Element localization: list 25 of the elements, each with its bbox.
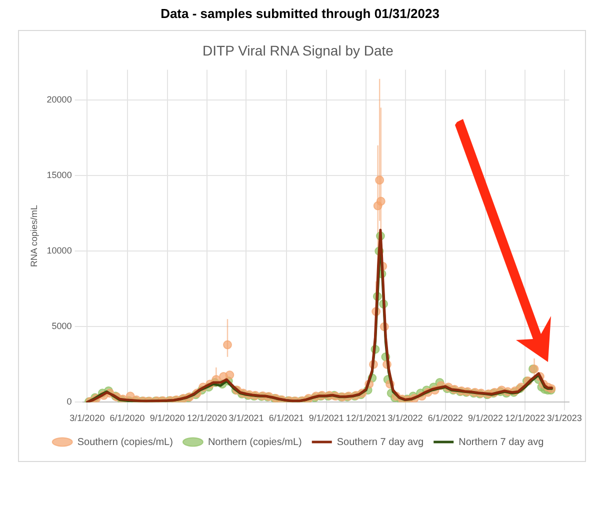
- x-tick-label: 9/1/2021: [308, 413, 344, 424]
- x-tick-label: 6/1/2022: [428, 413, 463, 424]
- legend-label: Southern 7 day avg: [336, 436, 424, 448]
- y-tick-label: 0: [66, 396, 72, 407]
- chart-title: Data - samples submitted through 01/31/2023: [160, 6, 440, 21]
- x-tick-label: 3/1/2023: [546, 413, 582, 424]
- y-tick-label: 20000: [46, 94, 72, 105]
- x-tick-label: 12/1/2022: [505, 413, 546, 424]
- y-tick-label: 5000: [52, 321, 72, 332]
- x-tick-label: 9/1/2020: [150, 413, 185, 424]
- x-tick-label: 3/1/2021: [228, 413, 264, 424]
- y-tick-label: 15000: [46, 170, 72, 180]
- legend-label: Southern (copies/mL): [77, 436, 173, 448]
- x-tick-label: 6/1/2020: [110, 413, 145, 424]
- x-tick-label: 12/1/2021: [346, 413, 386, 424]
- legend-label: Northern 7 day avg: [458, 436, 544, 448]
- x-tick-label: 12/1/2020: [186, 413, 228, 424]
- y-tick-label: 10000: [46, 246, 72, 256]
- legend-label: Northern (copies/mL): [208, 436, 302, 448]
- y-axis-title: RNA copies/mL: [28, 204, 39, 268]
- chart-subtitle: DITP Viral RNA Signal by Date: [202, 42, 394, 58]
- x-tick-label: 9/1/2022: [468, 413, 503, 424]
- x-tick-label: 6/1/2021: [268, 413, 304, 424]
- x-tick-label: 3/1/2022: [388, 413, 423, 424]
- x-tick-label: 3/1/2020: [70, 413, 105, 424]
